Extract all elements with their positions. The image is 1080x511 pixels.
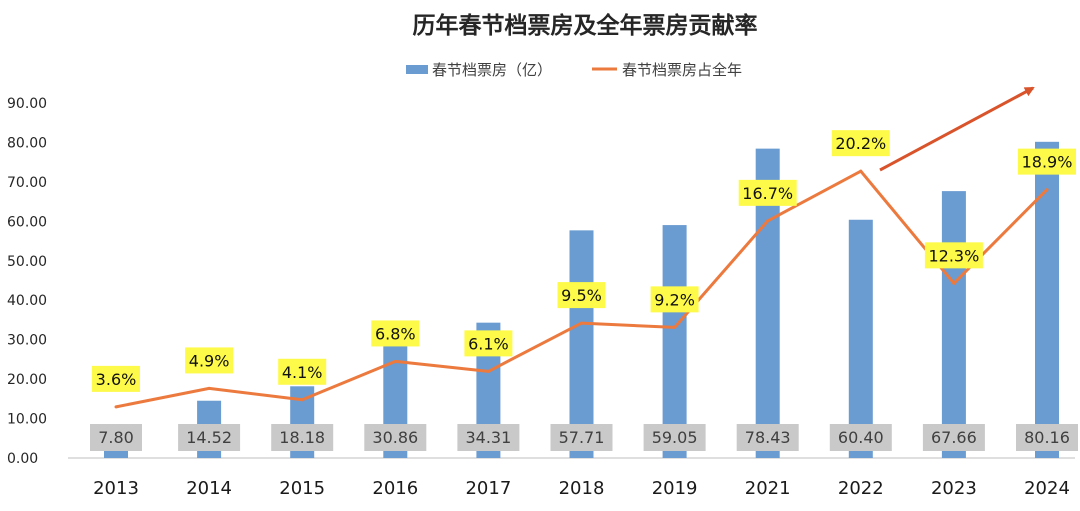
line-point xyxy=(114,405,118,409)
bar-data-label: 80.16 xyxy=(1024,428,1070,447)
legend: 春节档票房（亿） 春节档票房占全年 xyxy=(406,61,742,79)
x-tick-label: 2013 xyxy=(93,478,139,499)
bar-label-background xyxy=(1016,424,1078,451)
line-point xyxy=(673,325,677,329)
bar-labels: 7.80 14.52 18.18 30.86 34.31 57.71 59.05 78.43 6… xyxy=(90,424,1078,451)
bar xyxy=(848,219,873,458)
line-point xyxy=(766,219,770,223)
bar-data-label: 67.66 xyxy=(931,428,977,447)
y-tick-label: 70.00 xyxy=(7,175,47,191)
percent-label-background xyxy=(650,286,699,313)
percent-label-background xyxy=(924,242,983,269)
percent-data-label: 20.2% xyxy=(835,134,886,153)
bar-label-background xyxy=(90,424,142,451)
bar-label-background xyxy=(457,424,520,451)
x-axis: 2013 2014 2015 2016 2017 2018 2019 2021 2022 2023… xyxy=(93,478,1070,499)
bar-data-label: 18.18 xyxy=(279,428,325,447)
x-tick-label: 2016 xyxy=(372,478,418,499)
chart-title: 历年春节档票房及全年票房贡献率 xyxy=(413,12,758,39)
x-tick-label: 2014 xyxy=(186,478,232,499)
y-tick-label: 90.00 xyxy=(7,96,47,112)
percent-data-label: 4.1% xyxy=(282,363,323,382)
x-tick-label: 2022 xyxy=(838,478,884,499)
x-tick-label: 2021 xyxy=(745,478,791,499)
x-tick-label: 2017 xyxy=(465,478,511,499)
percent-label-background xyxy=(92,365,140,392)
y-tick-label: 40.00 xyxy=(7,293,47,309)
x-tick-label: 2019 xyxy=(652,478,698,499)
percent-label-background xyxy=(185,347,234,374)
percent-label-background xyxy=(464,330,513,357)
x-tick-label: 2023 xyxy=(931,478,977,499)
percent-data-label: 16.7% xyxy=(742,184,793,203)
bar-data-label: 78.43 xyxy=(745,428,791,447)
percent-data-label: 6.1% xyxy=(468,334,509,353)
y-tick-label: 0.00 xyxy=(7,451,38,467)
y-tick-label: 20.00 xyxy=(7,372,47,388)
bar-data-label: 34.31 xyxy=(465,428,511,447)
bar-label-background xyxy=(550,424,613,451)
percent-data-label: 3.6% xyxy=(96,370,137,389)
bar-data-label: 57.71 xyxy=(559,428,605,447)
x-tick-label: 2018 xyxy=(559,478,605,499)
legend-swatch-bar xyxy=(406,65,428,74)
bar xyxy=(1035,141,1059,458)
percent-data-label: 12.3% xyxy=(928,246,979,265)
line-series xyxy=(114,169,1049,409)
bar-data-label: 30.86 xyxy=(372,428,418,447)
bar-data-label: 7.80 xyxy=(98,428,134,447)
bar xyxy=(941,191,966,458)
trend-arrow xyxy=(879,86,1035,172)
percent-data-label: 6.8% xyxy=(375,324,416,343)
line-point xyxy=(859,169,863,173)
legend-label-line: 春节档票房占全年 xyxy=(622,61,742,79)
percent-labels: 3.6% 4.9% 4.1% 6.8% 6.1% 9.5% 9.2% 16.7% 20.2% 12… xyxy=(92,130,1076,392)
x-tick-label: 2024 xyxy=(1024,478,1070,499)
bar-label-background xyxy=(829,424,892,451)
line-point xyxy=(580,321,583,325)
percent-data-label: 4.9% xyxy=(189,351,230,370)
percent-label-background xyxy=(557,282,606,309)
bar-label-background xyxy=(178,424,241,451)
line-point xyxy=(393,359,397,363)
y-axis: 0.00 10.00 20.00 30.00 40.00 50.00 60.00 70.00 8… xyxy=(7,96,47,467)
percent-label-background xyxy=(738,179,797,206)
bar-label-background xyxy=(364,424,427,451)
line-point xyxy=(952,281,956,285)
bar-data-label: 14.52 xyxy=(186,428,232,447)
bar-label-background xyxy=(736,424,799,451)
y-tick-label: 10.00 xyxy=(7,412,47,428)
bar-data-label: 59.05 xyxy=(652,428,698,447)
line-point xyxy=(1045,188,1049,192)
percent-label-background xyxy=(831,130,890,157)
percent-label-background xyxy=(278,358,327,385)
percent-label-background xyxy=(371,320,420,347)
percent-data-label: 18.9% xyxy=(1022,153,1073,172)
line-point xyxy=(300,398,304,402)
bar xyxy=(662,225,687,458)
line-point xyxy=(207,386,211,390)
percent-label-background xyxy=(1018,148,1076,175)
bar-label-background xyxy=(271,424,334,451)
y-tick-label: 30.00 xyxy=(7,333,47,349)
bar-data-label: 60.40 xyxy=(838,428,884,447)
bar-label-background xyxy=(643,424,706,451)
y-tick-label: 60.00 xyxy=(7,214,47,230)
y-tick-label: 80.00 xyxy=(7,135,47,151)
bar-label-background xyxy=(922,424,985,451)
line-point xyxy=(486,369,490,373)
bar xyxy=(569,230,594,458)
percent-data-label: 9.5% xyxy=(561,286,602,305)
legend-label-bar: 春节档票房（亿） xyxy=(432,61,552,79)
x-tick-label: 2015 xyxy=(279,478,325,499)
percent-data-label: 9.2% xyxy=(654,290,695,309)
y-tick-label: 50.00 xyxy=(7,254,47,270)
